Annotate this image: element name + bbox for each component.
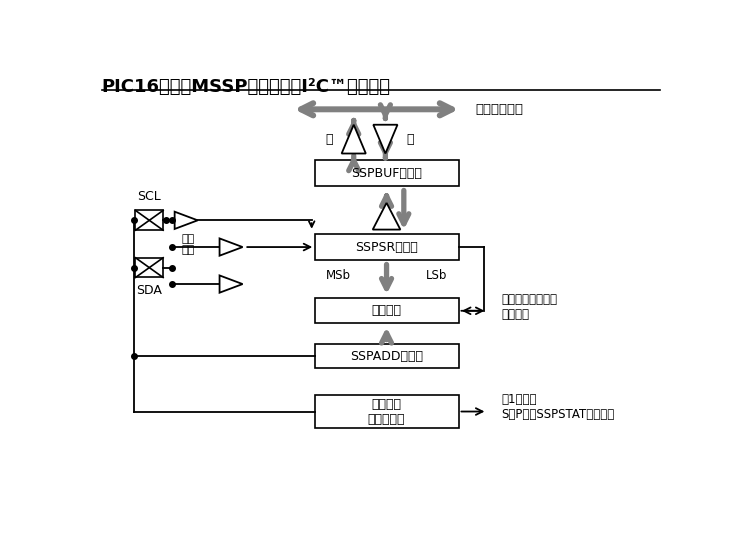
Text: SSPADD寄存器: SSPADD寄存器 [350, 350, 423, 363]
Bar [314, 160, 458, 186]
Bar [314, 234, 458, 261]
Text: 内部数据总线: 内部数据总线 [476, 103, 524, 116]
Bar [314, 344, 458, 368]
Text: SSPBUF寄存器: SSPBUF寄存器 [351, 167, 422, 179]
Polygon shape [373, 125, 398, 153]
Text: SSPSR寄存器: SSPSR寄存器 [355, 240, 418, 254]
Text: LSb: LSb [426, 270, 447, 282]
Text: 检测到地址匹配或
通用调用: 检测到地址匹配或 通用调用 [502, 293, 558, 321]
Text: 启动位和
停止位检测: 启动位和 停止位检测 [368, 397, 405, 426]
Polygon shape [342, 125, 366, 153]
Text: SCL: SCL [137, 190, 161, 203]
Bar [314, 395, 458, 428]
Bar [314, 299, 458, 323]
Text: MSb: MSb [326, 270, 351, 282]
Text: 匹配检测: 匹配检测 [372, 304, 401, 317]
Polygon shape [175, 211, 198, 229]
Bar [135, 210, 163, 230]
Text: 写: 写 [406, 132, 414, 146]
Polygon shape [220, 276, 242, 293]
Text: 置1和复位
S和P位（SSPSTAT寄存器）: 置1和复位 S和P位（SSPSTAT寄存器） [502, 392, 615, 421]
Text: PIC16器件的MSSP模块框图（I²C™从模式）: PIC16器件的MSSP模块框图（I²C™从模式） [102, 78, 391, 97]
Bar [135, 258, 163, 278]
Text: 移位
时钟: 移位 时钟 [181, 234, 195, 255]
Text: SDA: SDA [137, 284, 162, 297]
Polygon shape [220, 238, 242, 256]
Text: 读: 读 [325, 132, 333, 146]
Polygon shape [373, 203, 400, 230]
